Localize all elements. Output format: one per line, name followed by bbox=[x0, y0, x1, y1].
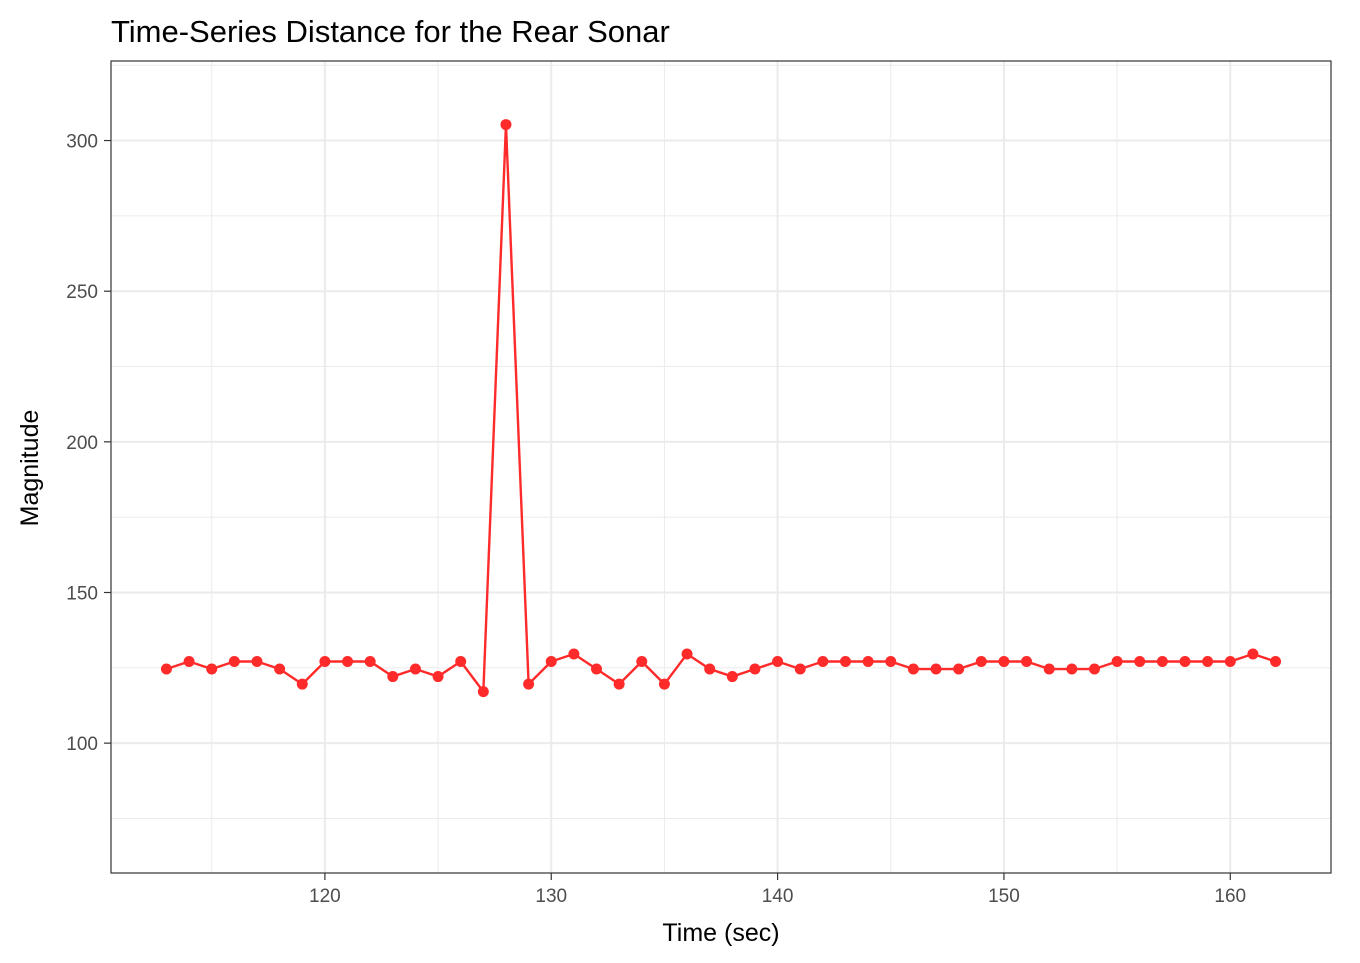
data-point bbox=[206, 663, 218, 675]
data-point bbox=[500, 119, 512, 131]
data-point bbox=[658, 678, 670, 690]
data-point bbox=[862, 655, 874, 667]
x-axis-title: Time (sec) bbox=[662, 919, 779, 947]
x-tick-label: 140 bbox=[762, 886, 794, 907]
y-tick-label: 100 bbox=[66, 734, 98, 755]
data-point bbox=[613, 678, 625, 690]
data-point bbox=[704, 663, 716, 675]
data-point bbox=[568, 648, 580, 660]
data-point bbox=[681, 648, 693, 660]
y-tick-label: 200 bbox=[66, 433, 98, 454]
axis-layer: 120 130 140 150 160 100 150 200 250 300 bbox=[66, 132, 1246, 907]
data-point bbox=[274, 663, 286, 675]
data-point bbox=[749, 663, 761, 675]
panel-border bbox=[110, 60, 1332, 874]
x-tick-label: 120 bbox=[309, 886, 341, 907]
data-point bbox=[251, 655, 263, 667]
x-tick-label: 150 bbox=[988, 886, 1020, 907]
data-point bbox=[364, 655, 376, 667]
data-point bbox=[1066, 663, 1078, 675]
data-point bbox=[1224, 655, 1236, 667]
data-point bbox=[160, 663, 172, 675]
data-point bbox=[817, 655, 829, 667]
data-point bbox=[296, 678, 308, 690]
data-point bbox=[228, 655, 240, 667]
data-point bbox=[387, 671, 399, 683]
data-point bbox=[455, 655, 467, 667]
data-point bbox=[1179, 655, 1191, 667]
data-point bbox=[953, 663, 965, 675]
data-point bbox=[772, 655, 784, 667]
data-point bbox=[794, 663, 806, 675]
data-point bbox=[409, 663, 421, 675]
data-point bbox=[1043, 663, 1055, 675]
y-tick-label: 250 bbox=[66, 282, 98, 303]
y-tick-label: 300 bbox=[66, 132, 98, 153]
series-layer bbox=[160, 119, 1282, 698]
grid-layer bbox=[111, 61, 1331, 873]
data-point bbox=[1111, 655, 1123, 667]
data-point bbox=[523, 678, 535, 690]
data-point bbox=[1270, 655, 1282, 667]
data-point bbox=[1021, 655, 1033, 667]
data-point bbox=[839, 655, 851, 667]
data-point bbox=[998, 655, 1010, 667]
data-point bbox=[907, 663, 919, 675]
data-point bbox=[1134, 655, 1146, 667]
data-point bbox=[319, 655, 331, 667]
data-point bbox=[591, 663, 603, 675]
chart-title: Time-Series Distance for the Rear Sonar bbox=[111, 14, 670, 49]
data-point bbox=[183, 655, 195, 667]
data-point bbox=[930, 663, 942, 675]
data-point bbox=[1156, 655, 1168, 667]
data-point bbox=[885, 655, 897, 667]
x-tick-label: 130 bbox=[535, 886, 567, 907]
data-point bbox=[432, 671, 444, 683]
data-point bbox=[1088, 663, 1100, 675]
data-point bbox=[1202, 655, 1214, 667]
x-tick-label: 160 bbox=[1214, 886, 1246, 907]
data-point bbox=[1247, 648, 1259, 660]
y-tick-label: 150 bbox=[66, 583, 98, 604]
data-point bbox=[726, 671, 738, 683]
data-point bbox=[975, 655, 987, 667]
data-point bbox=[545, 655, 557, 667]
data-point bbox=[477, 686, 489, 698]
y-axis-title: Magnitude bbox=[16, 410, 44, 527]
data-point bbox=[342, 655, 354, 667]
data-point bbox=[636, 655, 648, 667]
